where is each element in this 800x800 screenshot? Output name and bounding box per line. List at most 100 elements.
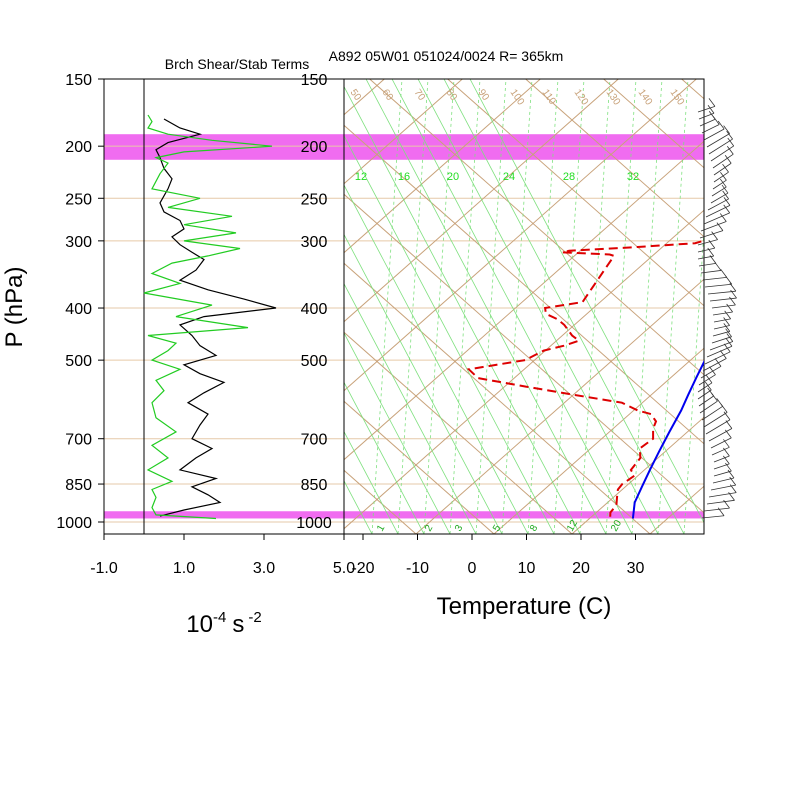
- wind-barb-flag: [723, 439, 730, 448]
- isotherm-label: 140: [636, 87, 655, 107]
- wind-barb: [708, 492, 737, 498]
- wind-barb-flag: [723, 447, 730, 457]
- mixing-ratio-line: [371, 79, 403, 534]
- wind-barb-flag: [720, 404, 728, 413]
- moist-adiabat-line: [344, 184, 529, 534]
- moist-adiabat-line: [365, 79, 607, 534]
- wind-barb-flag: [722, 455, 730, 465]
- mixing-ratio-bottom-label: 8: [528, 523, 541, 534]
- wind-barb: [700, 365, 722, 379]
- y-tick-label: 250: [301, 191, 328, 208]
- moist-adiabat-line: [344, 381, 425, 534]
- mixing-ratio-bottom-label: 1: [375, 523, 388, 534]
- y-tick-label: 200: [65, 139, 92, 156]
- wind-barb: [698, 374, 716, 386]
- wind-barb: [704, 283, 732, 288]
- isotherm-label: 130: [604, 87, 623, 107]
- x-tick-label: -1.0: [90, 560, 118, 577]
- wind-barb-flag: [722, 163, 729, 173]
- wind-barb-flag: [723, 323, 731, 332]
- y-tick-label: 150: [301, 72, 328, 89]
- wind-barb: [711, 446, 730, 456]
- y-tick-label: 1000: [56, 515, 92, 532]
- unit-symbol: s: [232, 611, 244, 638]
- moist-adiabat-line: [344, 233, 503, 534]
- isotherm-label: 80: [444, 87, 460, 103]
- left-x-tick-labels: -1.0 1.0 3.0 5.0: [90, 534, 355, 577]
- wind-barb: [708, 138, 733, 155]
- x-tick-label: 3.0: [253, 560, 275, 577]
- wind-barb-flag: [724, 429, 732, 439]
- wind-barb: [704, 351, 731, 365]
- moist-adiabat-line: [344, 332, 451, 534]
- left-x-axis-title: 10-4 s -2: [186, 609, 261, 638]
- wind-barb-flag: [704, 381, 712, 391]
- x-tick-label: 30: [627, 560, 645, 577]
- moist-adiabat-line: [344, 85, 581, 534]
- y-tick-label: 300: [301, 234, 328, 251]
- wind-barb-flag: [726, 145, 734, 155]
- wind-barb-flag: [711, 231, 718, 240]
- wind-barb-flag: [730, 289, 737, 299]
- left-y-tick-labels: 150 200 250 300 400 500 700 850 1000: [56, 72, 104, 532]
- dewpoint-line: [466, 239, 704, 520]
- wind-barb: [711, 186, 727, 197]
- y-tick-label: 400: [301, 301, 328, 318]
- wind-barb-flag: [708, 98, 716, 107]
- wind-barb: [699, 230, 724, 239]
- wind-barb-flag: [714, 262, 722, 271]
- isotherm-label: 110: [540, 87, 558, 107]
- wind-barb: [701, 405, 723, 421]
- isotherm-line: [344, 140, 704, 461]
- isotherm-label: 100: [508, 87, 527, 107]
- moist-adiabat-line: [344, 282, 477, 534]
- wind-barb: [712, 311, 733, 316]
- wind-barb-flag: [729, 282, 737, 292]
- wind-barb: [710, 437, 732, 449]
- x-tick-label: 10: [518, 560, 536, 577]
- y-tick-label: 400: [65, 301, 92, 318]
- isotherm-line: [344, 209, 704, 530]
- mixing-ratio-line: [605, 79, 637, 534]
- y-tick-label: 500: [65, 353, 92, 370]
- wind-barb-flag: [726, 130, 733, 140]
- mixing-ratio-line: [397, 79, 429, 534]
- skewt-panel-frame: [343, 78, 705, 535]
- wind-barb-flag: [729, 476, 737, 486]
- wind-barb-flag: [707, 247, 715, 257]
- wind-barb: [701, 124, 720, 134]
- mixing-ratio-line: [631, 79, 663, 534]
- left-series-line: [143, 114, 273, 520]
- wind-barb-flag: [711, 392, 718, 402]
- x-tick-label: -20: [351, 560, 374, 577]
- y-tick-label: 1000: [296, 515, 332, 532]
- wind-barb-flag: [729, 484, 737, 493]
- wind-barb: [697, 239, 718, 246]
- wind-barb-flag: [723, 197, 731, 206]
- isotherm-line: [344, 79, 698, 392]
- moist-adiabat-line: [469, 79, 704, 524]
- wind-barb: [697, 382, 713, 393]
- wind-barb: [711, 304, 736, 309]
- mixing-ratio-label: 28: [563, 171, 575, 183]
- wind-barb-flag: [721, 184, 729, 194]
- wind-barb: [712, 331, 730, 337]
- mixing-ratio-bottom-label: 20: [609, 518, 624, 534]
- wind-barb: [703, 507, 730, 512]
- wind-barb: [713, 171, 729, 183]
- adiabat-line: [602, 79, 704, 169]
- wind-barb-flag: [723, 125, 730, 134]
- wind-barb-flag: [707, 104, 715, 114]
- wind-barb-flag: [709, 255, 717, 264]
- wind-barb-flag: [725, 328, 732, 337]
- y-tick-label: 300: [65, 234, 92, 251]
- wind-barb-flag: [725, 338, 733, 347]
- wind-barb-flag: [709, 366, 716, 375]
- wind-barb: [697, 105, 716, 113]
- mixing-ratio-label: 32: [627, 171, 639, 183]
- wind-barb: [712, 153, 734, 169]
- x-tick-label: -10: [406, 560, 429, 577]
- mixing-ratio-label: 16: [398, 171, 410, 183]
- wind-barb-flag: [720, 171, 727, 181]
- wind-barb-flag: [726, 333, 734, 342]
